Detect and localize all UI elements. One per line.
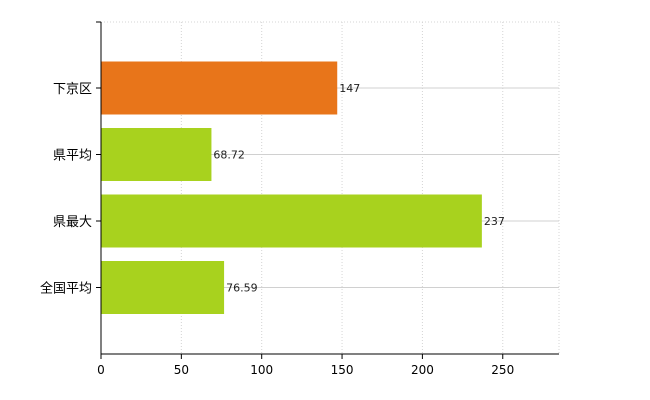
bars	[101, 61, 482, 314]
x-tick-label: 50	[174, 363, 189, 377]
data-label: 68.72	[213, 149, 245, 162]
x-tick-label: 150	[331, 363, 354, 377]
x-tick-label: 0	[97, 363, 105, 377]
data-label: 76.59	[226, 282, 258, 295]
x-tick-label: 100	[250, 363, 273, 377]
axes	[100, 22, 559, 355]
bar-3	[101, 261, 225, 314]
x-tick-label: 250	[491, 363, 514, 377]
category-label: 県最大	[53, 215, 92, 230]
bar-0	[101, 61, 338, 115]
category-label: 全国平均	[40, 281, 92, 297]
labels: 0 50 100 150 200 250 147 下京区 68.72 県平均 237 県最大 76.59…	[40, 82, 514, 377]
x-tick-label: 200	[411, 363, 434, 377]
data-label: 237	[484, 215, 505, 228]
data-label: 147	[339, 82, 360, 95]
bar-2	[101, 194, 482, 248]
category-label: 県平均	[53, 149, 92, 164]
bar-1	[101, 128, 212, 181]
category-label: 下京区	[53, 82, 92, 97]
